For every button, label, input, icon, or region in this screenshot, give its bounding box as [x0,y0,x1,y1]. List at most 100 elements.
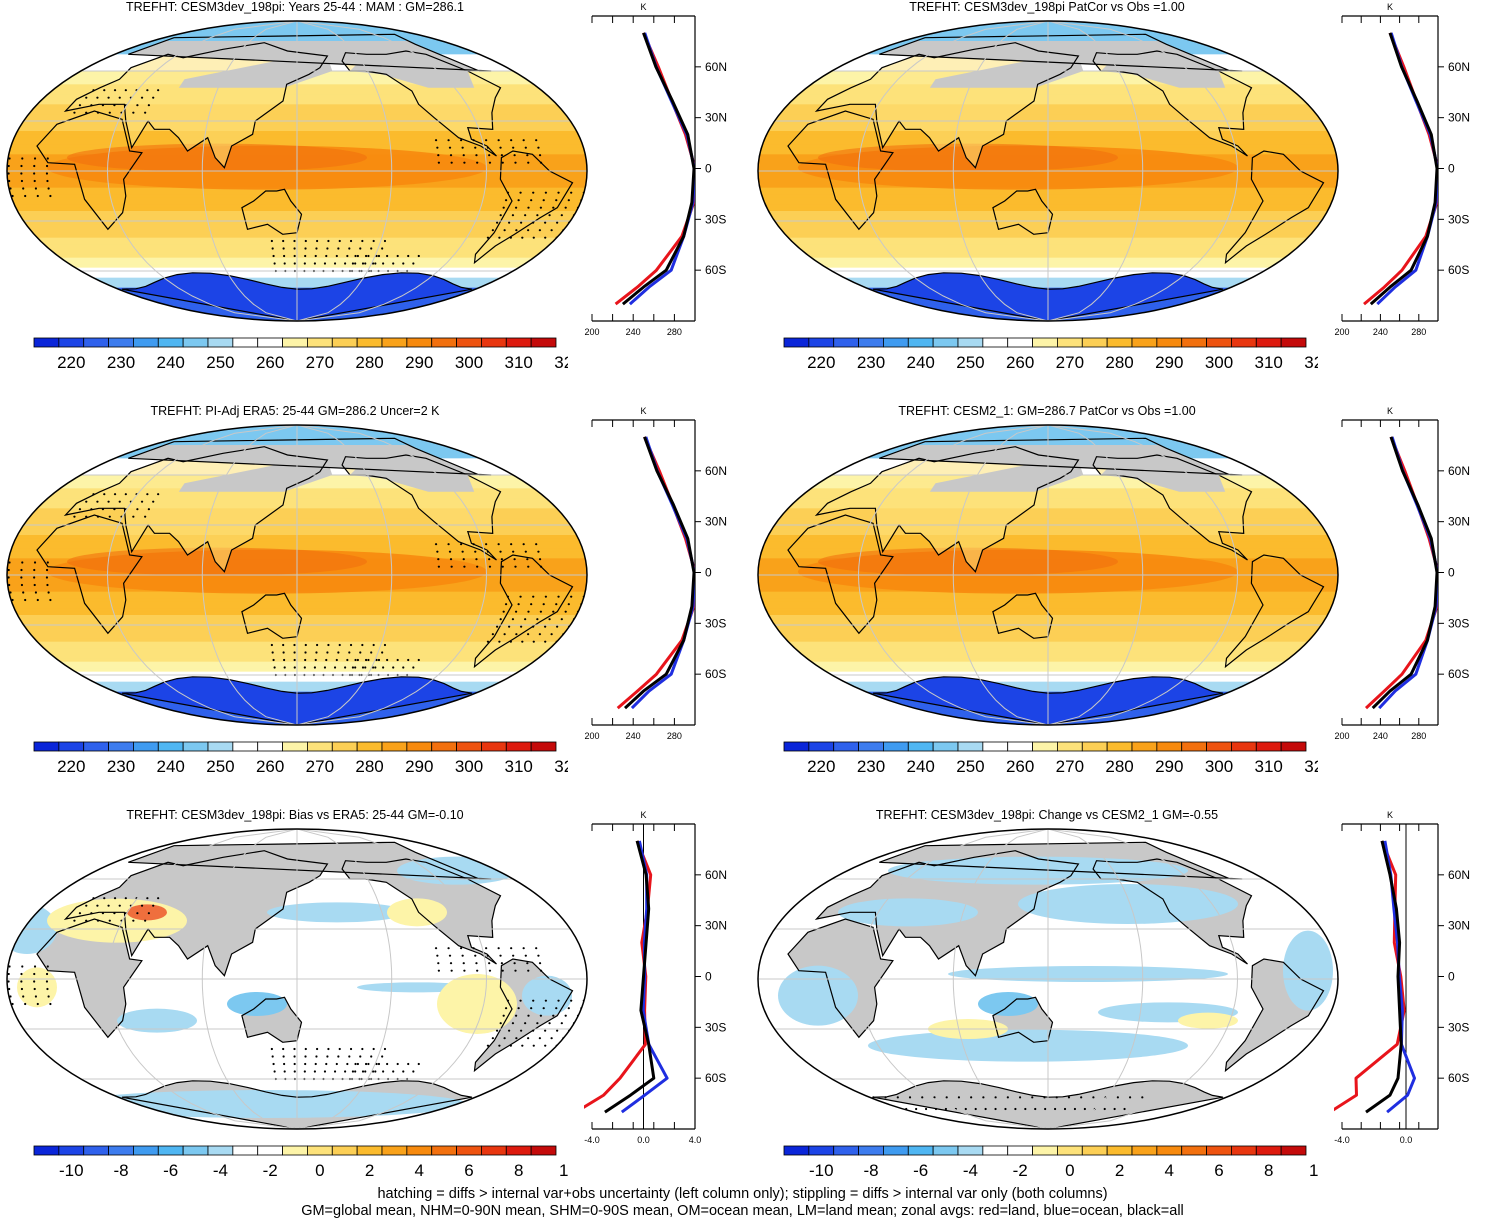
zonal-lat-label: 60N [1448,868,1470,882]
longitude-line [296,21,488,321]
colorbar-swatch [1106,1145,1133,1156]
stipple-dot [326,247,329,250]
stipple-dot [304,247,307,250]
stipple-dot [539,565,543,568]
colorbar-swatch [257,1145,283,1156]
map-field [7,21,587,321]
stipple-dot [402,262,405,265]
stipple-dot [1055,1096,1058,1099]
stipple-dot [908,1096,912,1099]
zonal-line-all [1371,436,1438,710]
colorbar-swatch [932,1145,959,1156]
colorbar-swatch [1007,741,1033,752]
stipple-dot [85,111,88,114]
stipple-dot [273,666,276,669]
stipple-dot [544,595,547,598]
colorbar-swatch [232,337,259,348]
stipple-dot [574,229,577,232]
stipple-dot [527,1014,530,1017]
stipple-dot [491,1037,494,1040]
stipple-dot [271,1055,274,1058]
stipple-dot [354,254,357,258]
stipple-dot [351,1070,355,1073]
stipple-dot [323,262,327,265]
stipple-dot [434,543,438,546]
colorbar-swatch [1007,337,1033,348]
stipple-dot [513,962,516,965]
stipple-dot [498,640,501,643]
colorbar-swatch [356,337,383,348]
colorbar-swatch [157,337,184,348]
zonal-lat-label: 60S [1448,263,1469,277]
colorbar-swatch [1255,337,1282,348]
stipple-dot [101,508,105,511]
colorbar-label: 230 [857,353,885,372]
colorbar-label: 300 [1205,353,1233,372]
zonal-frame [1341,823,1444,1130]
stipple-dot [412,262,415,265]
stipple-dot [524,618,527,621]
colorbar-swatch [957,337,984,348]
stipple-dot [283,254,286,258]
stipple-dot [538,229,541,232]
stipple-dot [412,666,415,669]
stipple-dot [271,651,274,654]
stipple-dot [392,262,395,265]
coastline-samerica [473,554,574,669]
stipple-dot [326,1055,329,1058]
colorbar-swatch [381,337,408,348]
colorbar-label: 260 [1006,757,1034,776]
stipple-dot [498,236,501,239]
stipple-dot [519,595,522,598]
stipple-dot [8,561,11,564]
longitude-line [296,829,393,1129]
colorbar-label: 270 [1056,353,1084,372]
stipple-dot [556,221,559,224]
stipple-dot [47,995,50,998]
colorbar-swatch [1206,337,1232,348]
colorbar-label: 300 [455,757,483,776]
stipple-dot [539,1014,542,1017]
stipple-dot [49,598,52,602]
stipple-dot [313,262,316,265]
colorbar-swatch [1032,337,1058,348]
stipple-dot [501,969,504,972]
stipple-dot [270,1047,273,1051]
colorbar-swatch [108,337,134,348]
stipple-dot [491,229,494,232]
zonal-plot-1: K 60N 30N 0 30S 60S 200 240 280 [584,2,727,337]
stipple-dot [488,161,492,164]
stipple-dot [293,239,296,243]
stipple-dot [461,954,464,957]
stipple-dot [45,980,49,983]
colorbar-swatch [33,337,60,348]
stipple-dot [896,1096,899,1099]
stipple-dot [8,179,11,183]
stipple-dot [542,603,545,606]
stipple-dot [315,247,318,250]
stipple-dot [407,658,410,662]
stipple-dot [496,1029,499,1032]
zonal-unit-label: K [640,810,646,820]
stipple-dot [508,221,511,224]
longitude-line [296,425,488,725]
stipple-dot [527,206,530,209]
stipple-dot [550,633,553,636]
stipple-dot [437,161,440,164]
stipple-dot [90,104,93,107]
stipple-dot [364,1070,367,1073]
stipple-dot [486,640,490,643]
stipple-dot [282,247,285,250]
colorbar-swatch [1181,741,1207,752]
coastline-africa [787,110,894,231]
stipple-dot [1073,1107,1077,1111]
stipple-dot [282,1055,285,1058]
stipple-dot [526,962,529,965]
stipple-dot [527,565,530,568]
stipple-dot [96,904,99,907]
colorbar-swatch [783,741,810,752]
stipple-dot [1113,1107,1116,1111]
zonal-lat-label: 60S [705,263,726,277]
zonal-x-label: 240 [1373,731,1388,741]
colorbar-label: 270 [306,757,334,776]
